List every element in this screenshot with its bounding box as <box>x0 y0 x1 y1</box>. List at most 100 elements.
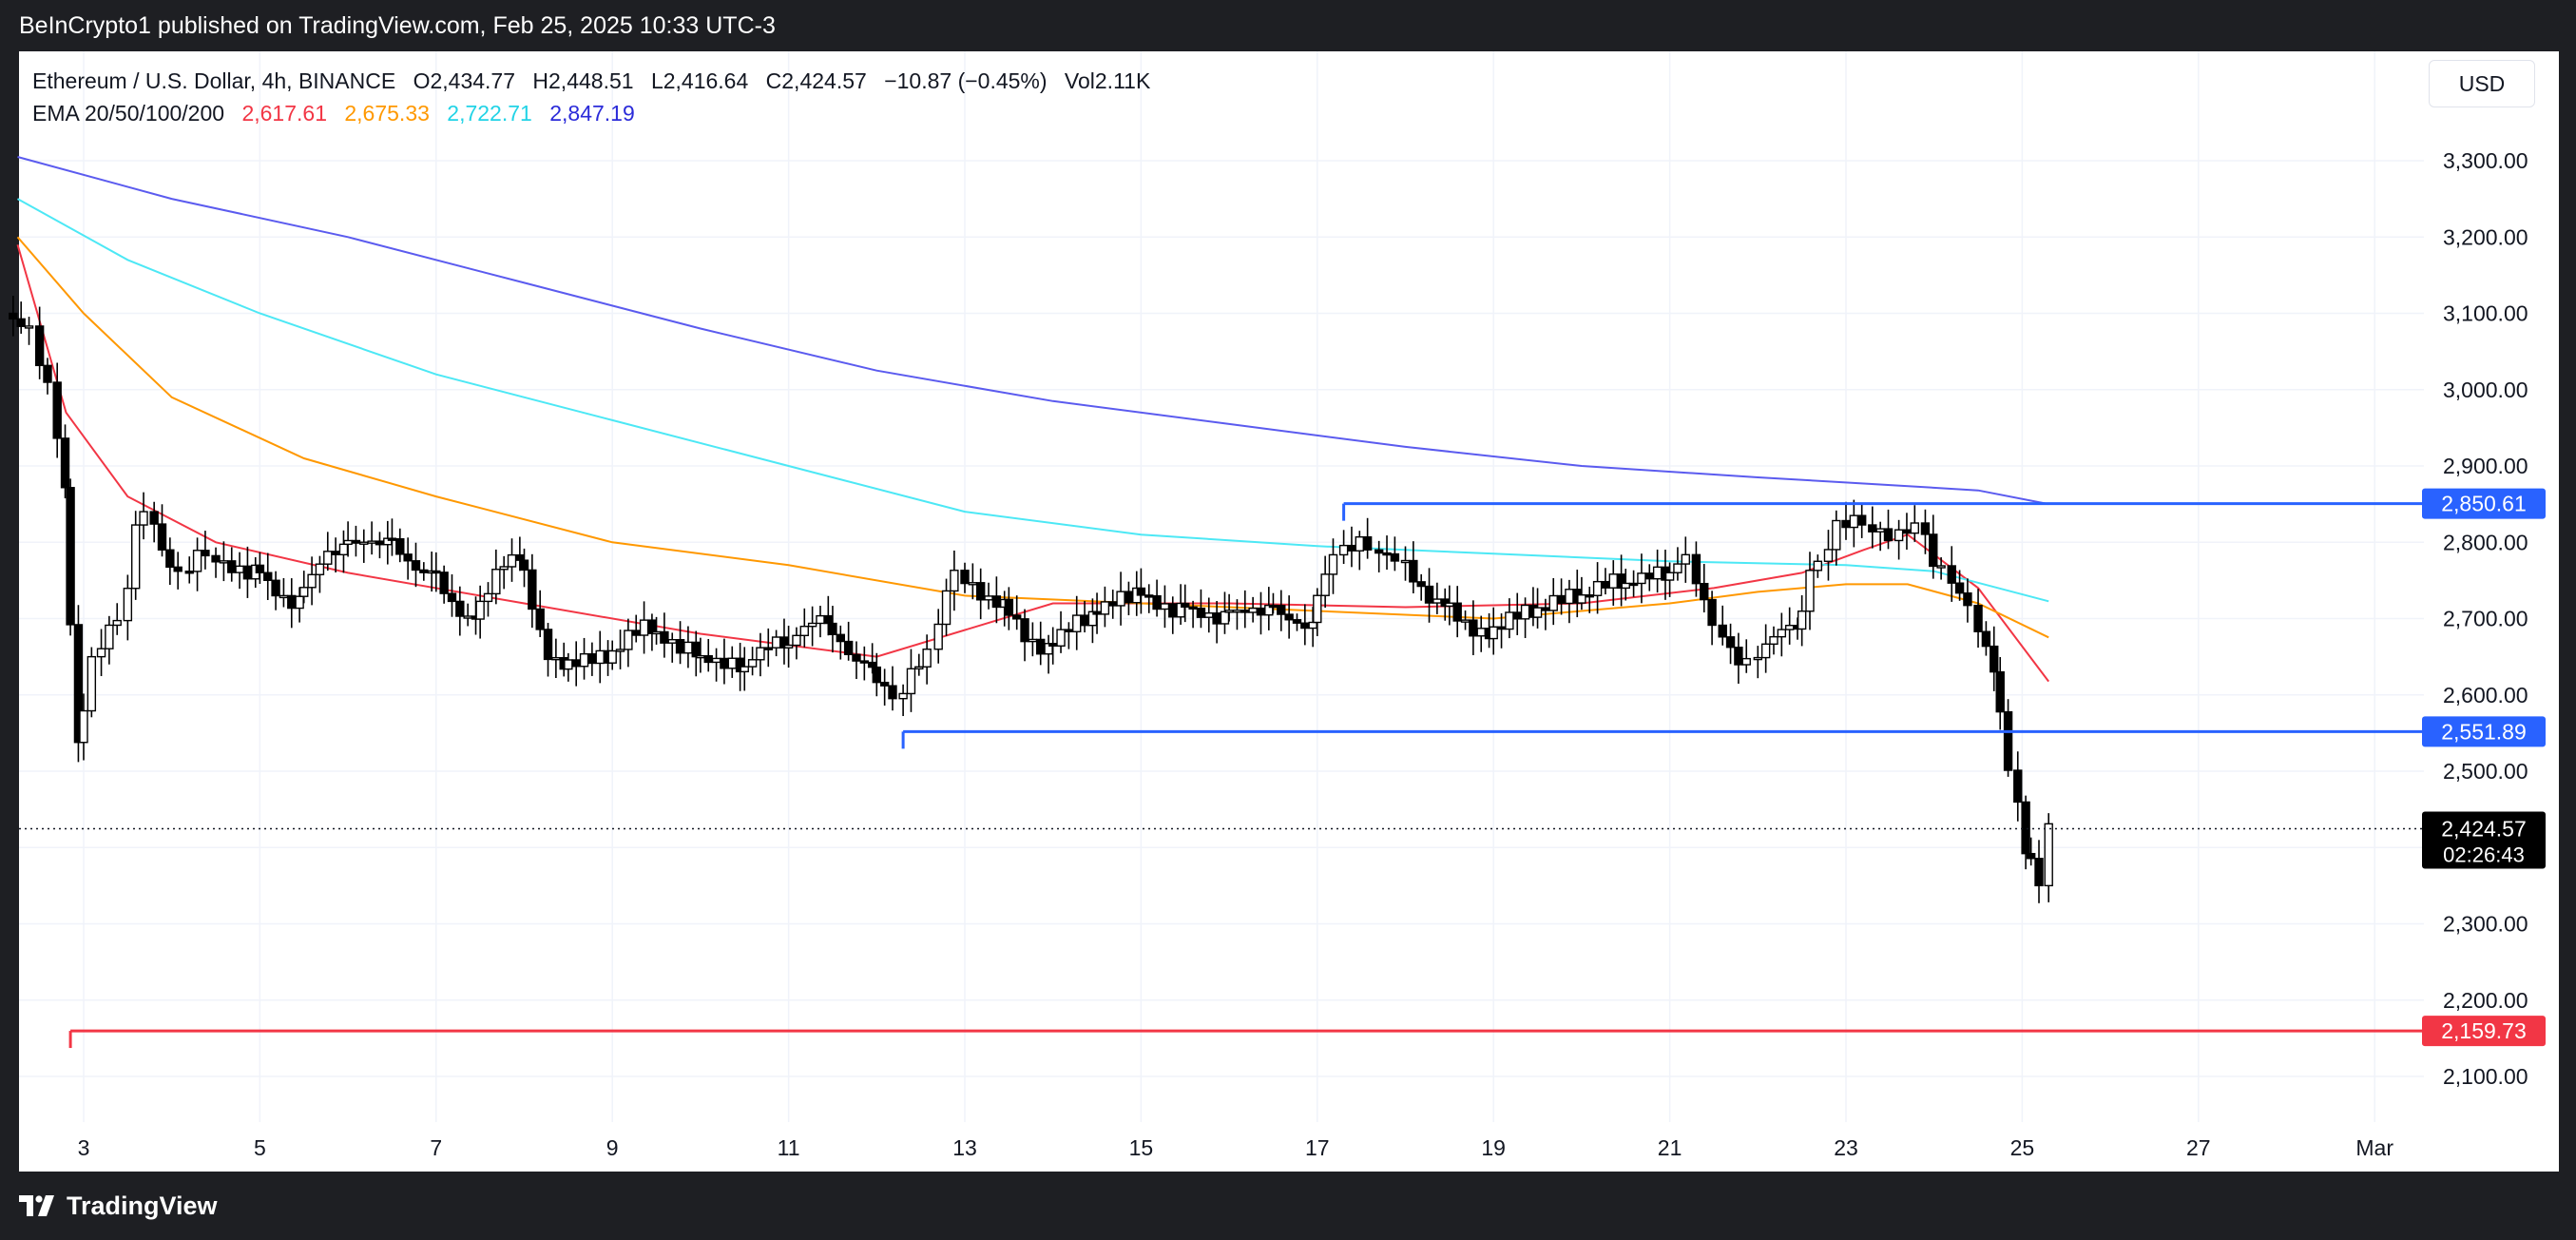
candle-up <box>315 563 325 575</box>
candle-down <box>991 595 1002 609</box>
candle-down <box>1212 612 1221 625</box>
candle-up <box>1664 572 1675 581</box>
candle-down <box>1011 614 1022 620</box>
candle-down <box>519 559 529 572</box>
candle-up <box>1308 621 1317 630</box>
candle-down <box>1973 604 1983 632</box>
footer-bar: TradingView <box>0 1172 2576 1240</box>
candle-down <box>1868 524 1877 533</box>
candle-down <box>515 553 525 561</box>
candle-down <box>1424 585 1434 604</box>
candle-up <box>1777 629 1787 638</box>
chart-legend: Ethereum / U.S. Dollar, 4h, BINANCE O2,4… <box>32 65 1150 129</box>
candle-down <box>375 540 385 546</box>
candle-down <box>1990 645 1999 673</box>
volume-value: Vol2.11K <box>1064 68 1151 93</box>
candle-down <box>1734 647 1743 666</box>
candle-down <box>543 629 553 661</box>
candle-up <box>2044 823 2053 887</box>
candle-down <box>1920 522 1931 535</box>
y-tick-label: 3,000.00 <box>2443 378 2528 402</box>
candle-down <box>331 551 340 556</box>
candle-up <box>564 659 573 670</box>
candle-down <box>173 566 183 572</box>
y-tick-label: 2,700.00 <box>2443 607 2528 631</box>
candle-up <box>799 626 809 637</box>
symbol-label[interactable]: Ethereum / U.S. Dollar, 4h, BINANCE <box>32 68 396 93</box>
candle-down <box>631 630 641 636</box>
ema200-value: 2,847.19 <box>549 101 635 126</box>
candle-down <box>1691 553 1701 585</box>
candle-down <box>859 660 870 664</box>
candle-down <box>960 570 970 585</box>
candle-up <box>299 587 309 597</box>
candle-up <box>1072 614 1082 632</box>
candle-down <box>1080 614 1089 627</box>
candle-down <box>16 318 26 327</box>
candle-down <box>1725 636 1736 649</box>
y-tick-label: 2,600.00 <box>2443 683 2528 707</box>
y-tick-label: 2,200.00 <box>2443 988 2528 1013</box>
candle-up <box>1313 594 1322 624</box>
candle-down <box>1092 610 1102 615</box>
candle-up <box>711 657 721 664</box>
candle-down <box>691 641 701 658</box>
y-tick-label: 2,900.00 <box>2443 454 2528 478</box>
ema-label[interactable]: EMA 20/50/100/200 <box>32 101 225 126</box>
candle-down <box>1452 602 1462 622</box>
candle-up <box>1936 565 1946 569</box>
candle-up <box>499 566 509 571</box>
candle-up <box>1760 643 1771 659</box>
candle-down <box>828 622 837 636</box>
footer-brand: TradingView <box>67 1191 218 1220</box>
candle-down <box>2026 852 2036 860</box>
candle-up <box>898 692 908 700</box>
level-label-bg <box>2422 716 2546 747</box>
candle-down <box>528 569 537 610</box>
y-tick-label: 3,100.00 <box>2443 301 2528 326</box>
candle-up <box>96 648 106 658</box>
candle-down <box>571 659 581 668</box>
candle-up <box>1849 514 1859 529</box>
candle-down <box>535 608 545 630</box>
candle-down <box>1541 607 1550 611</box>
candle-down <box>879 681 890 687</box>
level-label: 2,159.73 <box>2441 1018 2527 1043</box>
last-price-label: 2,424.57 <box>2441 817 2527 842</box>
candle-up <box>1797 610 1807 630</box>
candle-down <box>34 325 45 367</box>
candle-up <box>192 550 202 572</box>
candle-up <box>683 641 693 654</box>
candle-down <box>1292 619 1302 624</box>
bar-countdown: 02:26:43 <box>2443 843 2525 867</box>
candle-up <box>1577 594 1586 604</box>
candle-down <box>255 564 265 573</box>
currency-button[interactable]: USD <box>2429 60 2535 107</box>
ema100-line <box>17 198 2049 603</box>
candle-down <box>387 537 397 541</box>
level-label-bg <box>2422 488 2546 519</box>
candle-down <box>1277 604 1286 615</box>
candle-down <box>852 653 861 662</box>
candle-up <box>941 590 952 626</box>
candle-up <box>491 569 501 595</box>
candle-down <box>843 640 854 655</box>
candle-down <box>271 579 280 597</box>
ema50-value: 2,675.33 <box>344 101 430 126</box>
candle-down <box>73 624 84 744</box>
candle-down <box>867 661 877 668</box>
candle-down <box>211 554 221 563</box>
candle-up <box>1489 626 1498 640</box>
ema20-value: 2,617.61 <box>241 101 327 126</box>
candle-up <box>933 623 943 650</box>
candle-down <box>351 539 361 544</box>
candle-up <box>367 540 376 544</box>
candle-up <box>1248 607 1258 613</box>
candle-up <box>1338 544 1349 556</box>
candle-up <box>595 649 605 665</box>
level-label-bg <box>2422 1016 2546 1047</box>
tradingview-logo[interactable]: TradingView <box>19 1192 218 1221</box>
candle-down <box>1628 582 1639 587</box>
candle-down <box>703 654 713 664</box>
